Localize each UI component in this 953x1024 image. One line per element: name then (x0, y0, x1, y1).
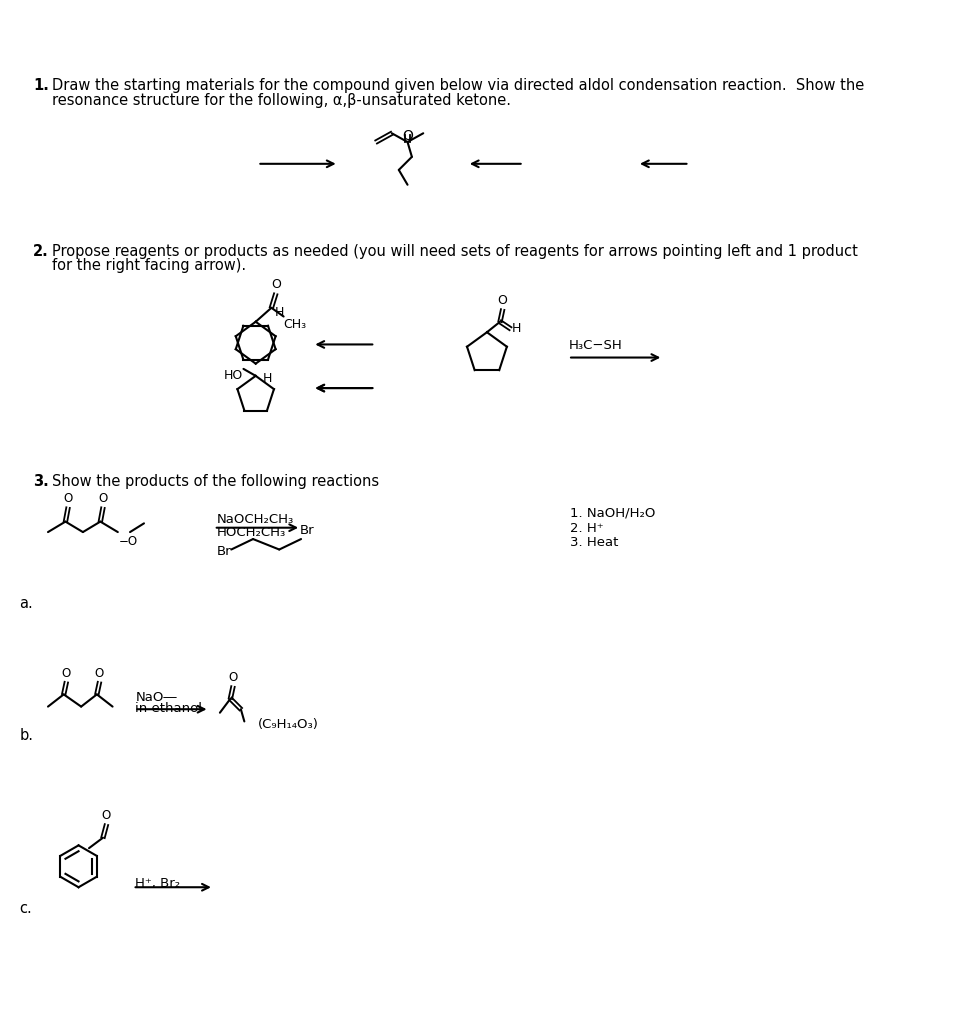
Text: 1.: 1. (33, 78, 49, 93)
Text: H: H (262, 373, 272, 385)
Text: H: H (274, 306, 284, 319)
Text: O: O (62, 667, 71, 680)
Text: O: O (64, 492, 72, 505)
Text: 3. Heat: 3. Heat (569, 537, 618, 550)
Text: (C₉H₁₄O₃): (C₉H₁₄O₃) (257, 718, 318, 731)
Text: 3.: 3. (33, 474, 49, 488)
Text: H: H (512, 323, 521, 335)
Text: in ethanol: in ethanol (135, 702, 202, 715)
Text: H₃C−SH: H₃C−SH (568, 339, 622, 352)
Text: O: O (228, 671, 237, 684)
Text: −O: −O (118, 535, 137, 548)
Text: O: O (98, 492, 108, 505)
Text: O: O (94, 667, 104, 680)
Text: O: O (497, 294, 507, 307)
Text: O: O (401, 129, 413, 143)
Text: for the right facing arrow).: for the right facing arrow). (52, 258, 246, 273)
Text: NaO―: NaO― (135, 691, 176, 703)
Text: resonance structure for the following, α,β-unsaturated ketone.: resonance structure for the following, α… (52, 93, 511, 109)
Text: c.: c. (19, 901, 31, 916)
Text: NaOCH₂CH₃: NaOCH₂CH₃ (216, 513, 294, 526)
Text: a.: a. (19, 596, 33, 610)
Text: CH₃: CH₃ (283, 318, 307, 332)
Text: O: O (102, 809, 111, 822)
Text: Draw the starting materials for the compound given below via directed aldol cond: Draw the starting materials for the comp… (52, 78, 863, 93)
Text: HO: HO (223, 369, 242, 382)
Text: 1. NaOH/H₂O: 1. NaOH/H₂O (569, 507, 655, 520)
Text: Br: Br (216, 545, 231, 558)
Text: O: O (271, 279, 280, 291)
Text: HOCH₂CH₃: HOCH₂CH₃ (216, 526, 285, 539)
Text: Propose reagents or products as needed (you will need sets of reagents for arrow: Propose reagents or products as needed (… (52, 244, 858, 259)
Text: H⁺, Br₂: H⁺, Br₂ (135, 877, 180, 890)
Text: 2.: 2. (33, 244, 49, 259)
Text: Br: Br (299, 524, 314, 538)
Text: b.: b. (19, 728, 33, 743)
Text: 2. H⁺: 2. H⁺ (569, 521, 603, 535)
Text: Show the products of the following reactions: Show the products of the following react… (52, 474, 379, 488)
